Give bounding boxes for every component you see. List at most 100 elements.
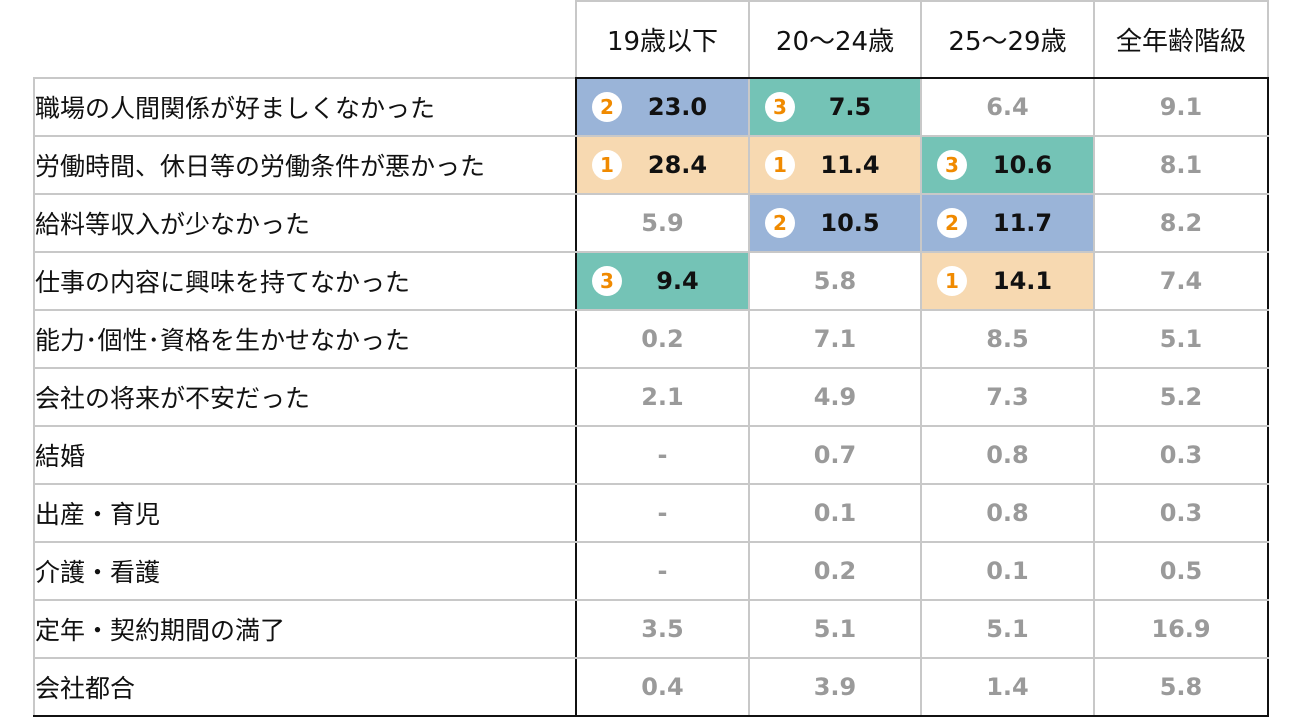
cell-value: 4.9 [813,383,857,411]
cell-value: 0.8 [986,499,1029,527]
value-cell: 7.1 [748,309,922,369]
table-row: 結婚 - 0.7 0.8 0.3 [33,425,1269,485]
value-cell: 0.8 [920,425,1095,485]
value-cell: 3.9 [748,657,922,717]
cell-value: 0.3 [1159,441,1203,469]
table-row: 職場の人間関係が好ましくなかった 2 23.0 3 7.5 6.4 9.1 [33,77,1269,137]
row-label: 職場の人間関係が好ましくなかった [33,77,576,137]
row-label: 能力･個性･資格を生かせなかった [33,309,576,369]
ranked-value-cell: 3 10.6 [920,135,1095,195]
value-cell: 0.1 [748,483,922,543]
corner-cell [34,1,576,78]
cell-value: 3.5 [641,615,684,643]
cell-value: 11.4 [820,151,880,179]
row-label: 定年・契約期間の満了 [33,599,576,659]
value-cell: 5.8 [748,251,922,311]
ranked-value-cell: 1 11.4 [748,135,922,195]
header-row: 19歳以下 20～24歳 25～29歳 全年齢階級 [34,0,1269,79]
cell-value: 0.1 [986,557,1029,585]
value-cell: 0.7 [748,425,922,485]
cell-value: 0.3 [1159,499,1203,527]
table-row: 出産・育児 - 0.1 0.8 0.3 [33,483,1269,543]
value-cell: 0.2 [575,309,750,369]
value-cell: 5.2 [1093,367,1269,427]
table-row: 介護・看護 - 0.2 0.1 0.5 [33,541,1269,601]
value-cell: 5.1 [1093,309,1269,369]
cell-value: 5.8 [813,267,857,295]
cell-value: 1.4 [986,673,1029,701]
cell-value: 6.4 [986,93,1029,121]
value-cell: 5.8 [1093,657,1269,717]
value-cell: 0.3 [1093,483,1269,543]
row-label: 給料等収入が少なかった [33,193,576,253]
cell-value: 10.5 [820,209,880,237]
value-cell: 8.5 [920,309,1095,369]
column-header: 全年齢階級 [1093,0,1269,79]
value-cell: 5.1 [748,599,922,659]
ranked-value-cell: 1 14.1 [920,251,1095,311]
value-cell: 8.1 [1093,135,1269,195]
cell-value: 5.1 [813,615,857,643]
cell-value: 0.8 [986,441,1029,469]
table-row: 給料等収入が少なかった 5.9 2 10.5 2 11.7 8.2 [33,193,1269,253]
cell-value: 7.4 [1159,267,1203,295]
row-label: 会社都合 [33,657,576,717]
value-cell: 4.9 [748,367,922,427]
value-cell: 0.1 [920,541,1095,601]
value-cell: 16.9 [1093,599,1269,659]
value-cell: 8.2 [1093,193,1269,253]
cell-value: 23.0 [647,93,708,121]
rank-badge: 3 [765,92,795,122]
rank-badge: 1 [765,150,795,180]
cell-value: 16.9 [1151,615,1211,643]
ranking-table: 19歳以下 20～24歳 25～29歳 全年齢階級 職場の人間関係が好ましくなか… [33,0,1269,717]
row-label: 介護・看護 [33,541,576,601]
value-cell: 0.4 [575,657,750,717]
cell-value: 8.5 [986,325,1029,353]
cell-value: - [657,441,668,469]
value-cell: 0.8 [920,483,1095,543]
cell-value: 0.7 [813,441,857,469]
rank-badge: 2 [592,92,622,122]
value-cell: 5.1 [920,599,1095,659]
value-cell: - [575,425,750,485]
cell-value: 5.2 [1159,383,1203,411]
cell-value: 8.2 [1159,209,1203,237]
table-row: 労働時間、休日等の労働条件が悪かった 1 28.4 1 11.4 3 10.6 8.1 [33,135,1269,195]
table-row: 定年・契約期間の満了 3.5 5.1 5.1 16.9 [33,599,1269,659]
cell-value: 5.8 [1159,673,1203,701]
table-row: 仕事の内容に興味を持てなかった 3 9.4 5.8 1 14.1 7.4 [33,251,1269,311]
cell-value: 7.3 [986,383,1029,411]
ranked-value-cell: 3 7.5 [748,77,922,137]
cell-value: 0.5 [1159,557,1203,585]
table-row: 会社の将来が不安だった 2.1 4.9 7.3 5.2 [33,367,1269,427]
cell-value: 7.1 [813,325,857,353]
value-cell: 0.5 [1093,541,1269,601]
row-label: 結婚 [33,425,576,485]
ranked-value-cell: 3 9.4 [575,251,750,311]
rank-badge: 2 [937,208,967,238]
row-label: 仕事の内容に興味を持てなかった [33,251,576,311]
value-cell: 9.1 [1093,77,1269,137]
value-cell: 7.4 [1093,251,1269,311]
value-cell: 0.3 [1093,425,1269,485]
rank-badge: 3 [592,266,622,296]
cell-value: 0.2 [813,557,857,585]
cell-value: - [657,557,668,585]
cell-value: 3.9 [813,673,857,701]
table-row: 能力･個性･資格を生かせなかった 0.2 7.1 8.5 5.1 [33,309,1269,369]
column-header: 20～24歳 [748,0,922,79]
row-label: 労働時間、休日等の労働条件が悪かった [33,135,576,195]
column-header: 19歳以下 [575,0,750,79]
value-cell: - [575,541,750,601]
rank-badge: 1 [592,150,622,180]
cell-value: 5.1 [986,615,1029,643]
cell-value: 5.9 [641,209,684,237]
value-cell: 2.1 [575,367,750,427]
row-label: 会社の将来が不安だった [33,367,576,427]
cell-value: 14.1 [992,267,1053,295]
cell-value: 8.1 [1159,151,1203,179]
cell-value: 10.6 [992,151,1053,179]
row-label: 出産・育児 [33,483,576,543]
